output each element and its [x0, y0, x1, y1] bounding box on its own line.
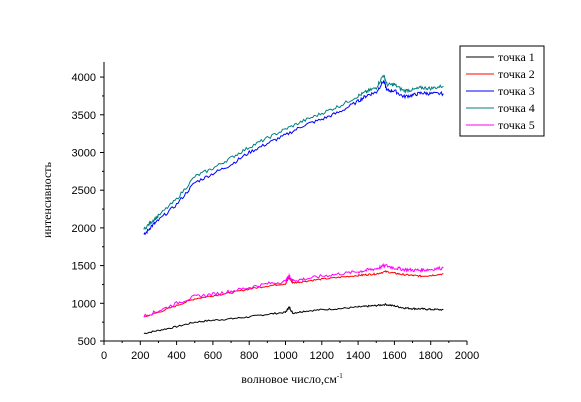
- y-tick-label: 500: [78, 336, 96, 348]
- x-tick-label: 800: [240, 350, 258, 362]
- x-tick-label: 2000: [455, 350, 479, 362]
- y-axis-title: интенсивность: [40, 161, 54, 238]
- y-tick-label: 2000: [72, 223, 96, 235]
- legend-label-3: точка 3: [498, 84, 535, 98]
- series-line-5: [143, 262, 444, 318]
- y-tick-label: 1000: [72, 298, 96, 310]
- x-tick-label: 1000: [273, 350, 297, 362]
- x-axis-title-text: волновое число,см: [241, 372, 337, 386]
- x-tick-label: 1400: [346, 350, 370, 362]
- series-line-1: [143, 302, 444, 335]
- y-tick-label: 2500: [72, 185, 96, 197]
- x-axis-ticks: 0 200 400 600 800 1000 1200 1400 1600 1800 2000: [101, 341, 479, 362]
- x-tick-label: 1200: [310, 350, 334, 362]
- x-tick-label: 600: [204, 350, 222, 362]
- x-axis-title: волновое число,см-1: [241, 372, 343, 386]
- legend-label-1: точка 1: [498, 50, 535, 64]
- legend-items: точка 1 точка 2 точка 3 точка 4 точка 5: [466, 50, 535, 132]
- series-lines-group: [143, 74, 444, 335]
- series-line-2: [143, 270, 444, 317]
- y-axis-ticks: 500 1000 1500 2000 2500 3000 3500 4000: [72, 72, 104, 348]
- series-line-3: [143, 80, 444, 236]
- legend: точка 1 точка 2 точка 3 точка 4 точка 5: [459, 45, 545, 137]
- x-tick-label: 1600: [382, 350, 406, 362]
- x-tick-label: 1800: [418, 350, 442, 362]
- y-tick-label: 3500: [72, 110, 96, 122]
- legend-label-2: точка 2: [498, 67, 535, 81]
- legend-label-4: точка 4: [498, 101, 535, 115]
- x-tick-label: 0: [101, 350, 107, 362]
- y-tick-label: 3000: [72, 147, 96, 159]
- x-axis-title-superscript: -1: [337, 372, 343, 380]
- x-tick-label: 400: [167, 350, 185, 362]
- series-line-4: [143, 74, 444, 230]
- y-tick-label: 1500: [72, 261, 96, 273]
- y-tick-label: 4000: [72, 72, 96, 84]
- legend-label-5: точка 5: [498, 118, 535, 132]
- x-tick-label: 200: [131, 350, 149, 362]
